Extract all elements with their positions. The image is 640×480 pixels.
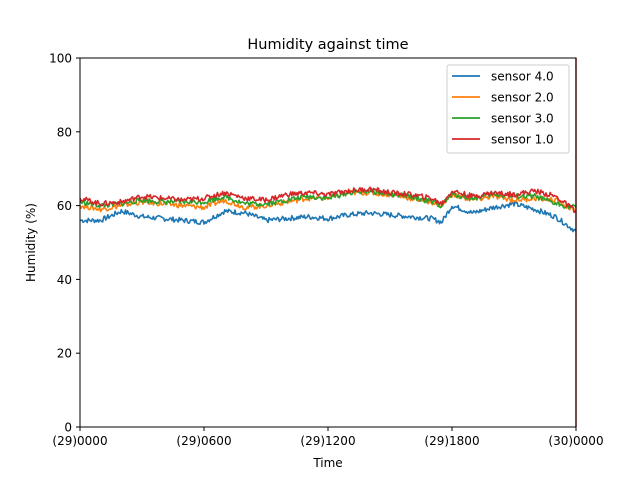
x-axis-label: Time: [312, 456, 342, 470]
series-line-2: [79, 189, 577, 213]
y-tick-label: 40: [57, 273, 72, 287]
y-axis-label: Humidity (%): [24, 203, 38, 282]
x-tick-label: (30)0000: [548, 434, 603, 448]
x-tick-label: (29)0000: [52, 434, 107, 448]
x-axis: (29)0000 (29)0600 (29)1200 (29)1800 (30)0000: [52, 427, 604, 448]
chart-title: Humidity against time: [247, 37, 408, 53]
y-tick-label: 20: [57, 347, 72, 361]
x-tick-label: (29)1200: [300, 434, 355, 448]
legend-label: sensor 1.0: [491, 133, 554, 147]
y-tick-label: 80: [57, 125, 72, 139]
legend-label: sensor 4.0: [491, 70, 554, 84]
series-line-1: [80, 200, 577, 233]
y-tick-label: 100: [49, 52, 72, 66]
y-tick-label: 0: [64, 421, 72, 435]
legend-box: [446, 64, 570, 154]
legend-label: sensor 2.0: [491, 91, 554, 105]
y-tick-label: 60: [57, 199, 72, 213]
x-tick-label: (29)0600: [176, 434, 231, 448]
y-axis: 0 20 40 60 80 100: [49, 52, 80, 435]
series-line-4: [79, 186, 577, 213]
legend: sensor 4.0 sensor 2.0 sensor 3.0 sensor 1.0: [446, 64, 570, 154]
x-tick-label: (29)1800: [424, 434, 479, 448]
legend-label: sensor 3.0: [491, 112, 554, 126]
